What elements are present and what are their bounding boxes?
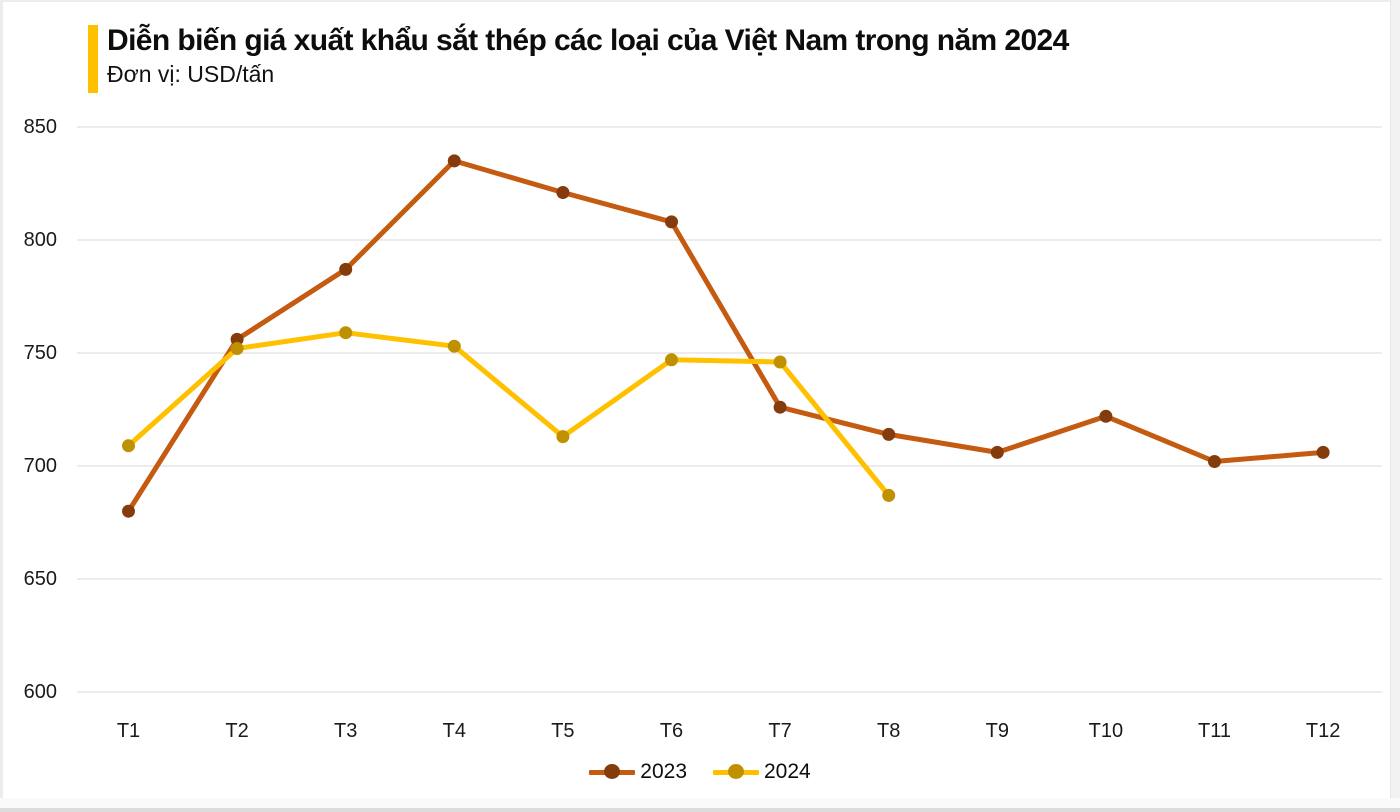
legend-marker-2023 <box>589 764 636 780</box>
series-2024-point-T5 <box>556 430 570 444</box>
series-2024-line <box>126 330 892 498</box>
series-2023-point-T4 <box>447 154 461 168</box>
series-2023-point-T11 <box>1208 455 1221 468</box>
window-edge-left <box>0 0 3 812</box>
series-2024-point-T4 <box>447 339 461 353</box>
y-axis-tick-label: 700 <box>24 455 57 477</box>
window-edge-bottom <box>0 798 1400 812</box>
window-edge-right <box>1390 0 1400 812</box>
series-2023-point-T6 <box>665 215 678 229</box>
x-axis-tick-label: T6 <box>660 720 683 742</box>
series-2023-point-T1 <box>122 504 135 518</box>
legend-label: 2023 <box>640 760 687 783</box>
series-2024-point-T1 <box>122 439 135 453</box>
title-accent-bar <box>88 25 98 93</box>
series-2024-point-T2 <box>230 342 244 355</box>
series-2023-point-T7 <box>773 400 787 414</box>
series-2023-line <box>126 158 1326 514</box>
series-2023-point-T2 <box>230 332 244 346</box>
legend-dot-icon <box>728 764 744 779</box>
chart-subtitle: Đơn vị: USD/tấn <box>107 61 275 87</box>
series-2023-point-T5 <box>556 186 570 199</box>
legend-dot-icon <box>604 764 621 779</box>
x-axis-tick-label: T1 <box>117 720 140 742</box>
y-axis-tick-label: 850 <box>24 116 57 138</box>
series-2023-point-T10 <box>1099 409 1113 423</box>
series-2024-point-T3 <box>339 326 353 340</box>
legend-marker-2024 <box>713 764 759 780</box>
series-2024-point-T6 <box>665 353 678 367</box>
x-axis-tick-label: T11 <box>1198 720 1231 742</box>
y-axis-tick-label: 600 <box>24 681 57 703</box>
chart-header: Diễn biến giá xuất khẩu sắt thép các loạ… <box>88 22 1069 93</box>
series-2024-point-T8 <box>882 488 896 502</box>
x-axis-tick-label: T3 <box>334 720 357 742</box>
x-axis-tick-label: T7 <box>768 720 791 742</box>
series-2023-point-T12 <box>1316 445 1330 459</box>
title-block: Diễn biến giá xuất khẩu sắt thép các loạ… <box>98 22 1069 93</box>
series-2023-point-T3 <box>339 262 353 276</box>
series-2023-point-T8 <box>882 427 896 441</box>
y-axis-tick-label: 650 <box>24 568 57 590</box>
legend-item-2023: 2023 <box>589 760 687 784</box>
x-axis-tick-label: T10 <box>1089 720 1123 742</box>
x-axis-tick-label: T9 <box>986 720 1009 742</box>
legend-label: 2024 <box>764 760 811 783</box>
x-axis-tick-label: T8 <box>877 720 900 742</box>
y-axis-tick-label: 800 <box>24 229 57 251</box>
series-2023-point-T9 <box>990 445 1004 459</box>
x-axis-tick-label: T2 <box>225 720 248 742</box>
x-axis-tick-label: T4 <box>443 720 466 742</box>
series-2024-point-T7 <box>773 355 787 369</box>
legend-item-2024: 2024 <box>713 760 811 784</box>
y-axis-tick-label: 750 <box>24 342 57 364</box>
window-edge-top <box>0 0 1400 2</box>
x-axis-tick-label: T12 <box>1306 720 1340 742</box>
chart-title: Diễn biến giá xuất khẩu sắt thép các loạ… <box>107 24 1069 57</box>
x-axis-tick-label: T5 <box>551 720 574 742</box>
chart-legend: 2023 2024 <box>0 760 1400 784</box>
